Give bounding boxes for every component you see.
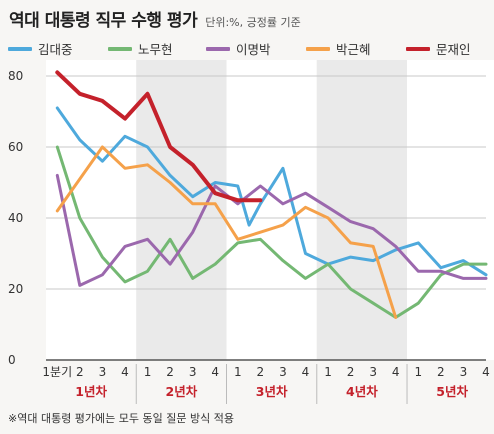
x-tick-label: 1분기 (42, 365, 72, 379)
year-band (407, 60, 494, 360)
series-line-2 (55, 173, 488, 287)
legend-swatch-park-geunhye (306, 46, 330, 51)
year-group-label: 1년차 (75, 384, 107, 399)
x-tick-label: 4 (302, 365, 310, 379)
y-tick-label: 0 (8, 353, 16, 367)
x-tick-label: 1 (414, 365, 422, 379)
x-tick-label: 3 (460, 365, 468, 379)
legend-label-moon-jaein: 문재인 (436, 42, 471, 57)
x-tick-label: 2 (257, 365, 265, 379)
x-tick-label: 1 (234, 365, 242, 379)
year-band (46, 60, 137, 360)
legend-item-moon-jaein: 문재인 (406, 39, 471, 58)
y-tick-label: 80 (8, 69, 23, 83)
x-tick-label: 4 (211, 365, 219, 379)
legend-item-lee-myungbak: 이명박 (206, 39, 271, 58)
series-line-0 (55, 106, 488, 277)
footnote: ※역대 대통령 평가에는 모두 동일 질문 방식 적용 (8, 412, 234, 425)
legend-label-park-geunhye: 박근혜 (336, 42, 371, 57)
x-tick-label: 1 (324, 365, 332, 379)
year-group-label: 2년차 (166, 384, 198, 399)
x-tick-label: 2 (437, 365, 445, 379)
y-tick-label: 20 (8, 282, 23, 296)
x-tick-label: 2 (347, 365, 355, 379)
legend-label-lee-myungbak: 이명박 (236, 42, 271, 57)
x-tick-label: 3 (279, 365, 287, 379)
title-row: 역대 대통령 직무 수행 평가 단위:%, 긍정률 기준 (9, 6, 301, 31)
legend: 김대중 노무현 이명박 박근혜 문재인 (8, 39, 494, 57)
chart-title: 역대 대통령 직무 수행 평가 (9, 11, 198, 31)
x-tick-label: 1 (144, 365, 152, 379)
year-group-label: 5년차 (436, 384, 468, 399)
x-tick-label: 2 (166, 365, 174, 379)
legend-swatch-roh-moohyun (108, 46, 132, 51)
x-tick-label: 3 (189, 365, 197, 379)
x-tick-label: 4 (482, 365, 490, 379)
legend-label-roh-moohyun: 노무현 (138, 42, 173, 57)
legend-item-park-geunhye: 박근혜 (306, 39, 371, 58)
year-group-label: 3년차 (256, 384, 288, 399)
unit-note: 단위:%, 긍정률 기준 (205, 16, 301, 29)
x-tick-label: 3 (369, 365, 377, 379)
legend-item-roh-moohyun: 노무현 (108, 39, 173, 58)
year-band (136, 60, 227, 360)
x-tick-label: 2 (76, 365, 84, 379)
x-tick-label: 4 (121, 365, 129, 379)
x-tick-label: 3 (99, 365, 107, 379)
x-tick-label: 4 (392, 365, 400, 379)
series-line-1 (55, 145, 488, 319)
y-tick-label: 40 (8, 211, 23, 225)
legend-swatch-lee-myungbak (206, 46, 230, 51)
year-group-label: 4년차 (346, 384, 378, 399)
series-line-3 (55, 145, 398, 319)
legend-item-kim-daejung: 김대중 (8, 39, 73, 58)
series-line-4 (55, 70, 263, 203)
legend-swatch-kim-daejung (8, 46, 32, 51)
legend-swatch-moon-jaein (406, 46, 430, 51)
y-tick-label: 60 (8, 140, 23, 154)
legend-label-kim-daejung: 김대중 (38, 42, 73, 57)
